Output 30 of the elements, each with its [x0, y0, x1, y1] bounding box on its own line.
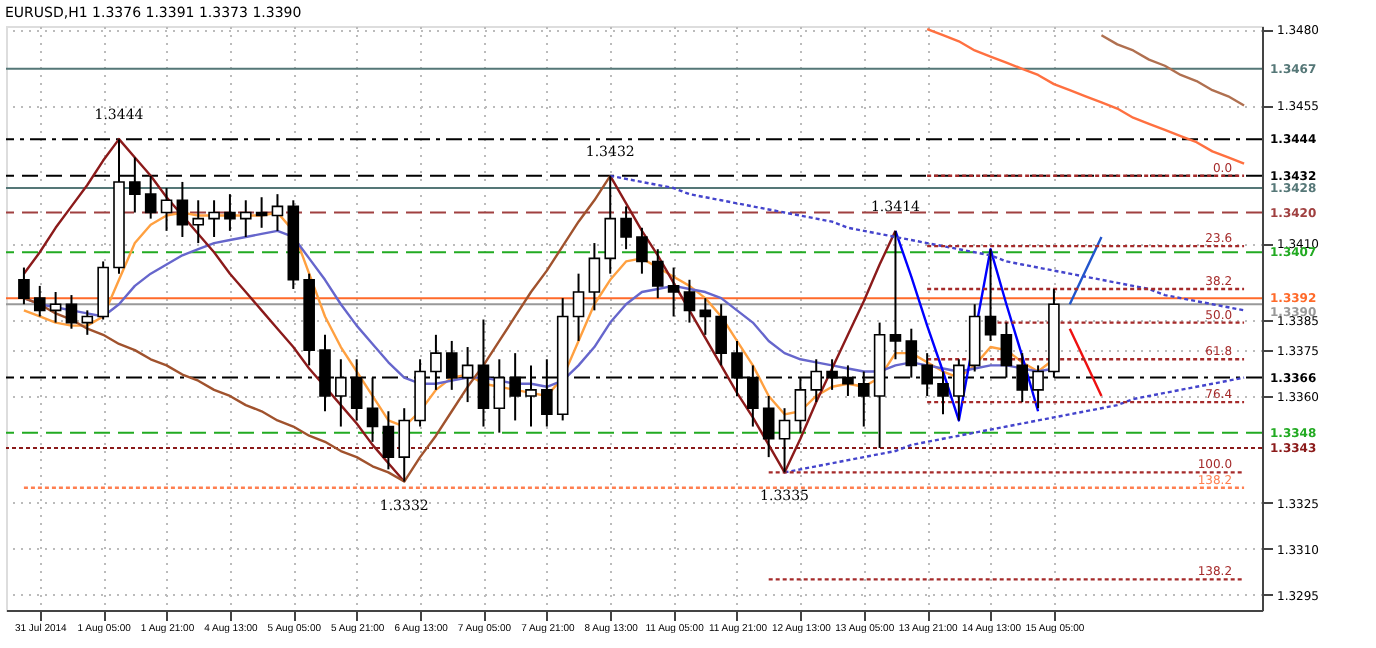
line-series	[925, 27, 1246, 165]
candlestick	[572, 272, 585, 342]
candlestick	[33, 284, 46, 318]
candlestick	[636, 226, 648, 275]
candlestick	[18, 266, 30, 306]
candlestick	[667, 266, 680, 318]
candlestick	[208, 199, 220, 238]
candlestick	[778, 407, 791, 474]
candlestick	[271, 193, 284, 232]
candlestick	[160, 187, 173, 232]
line-series	[609, 174, 1246, 312]
line-series	[783, 376, 1246, 474]
candlestick	[651, 248, 664, 300]
candlestick	[382, 410, 395, 471]
candlestick	[984, 248, 997, 342]
candlestick	[224, 193, 236, 232]
candlestick	[176, 180, 189, 238]
candlestick	[889, 229, 902, 361]
candlestick	[49, 291, 62, 324]
candlestick	[65, 294, 78, 330]
candlestick	[762, 394, 775, 459]
line-series	[894, 229, 1040, 422]
candlestick	[620, 205, 632, 251]
candlestick	[683, 278, 696, 324]
candlestick	[398, 407, 411, 483]
line-series	[1100, 33, 1246, 107]
candlestick	[715, 303, 727, 367]
candlestick	[588, 242, 601, 312]
candlestick	[239, 199, 252, 238]
candlestick	[192, 199, 205, 245]
